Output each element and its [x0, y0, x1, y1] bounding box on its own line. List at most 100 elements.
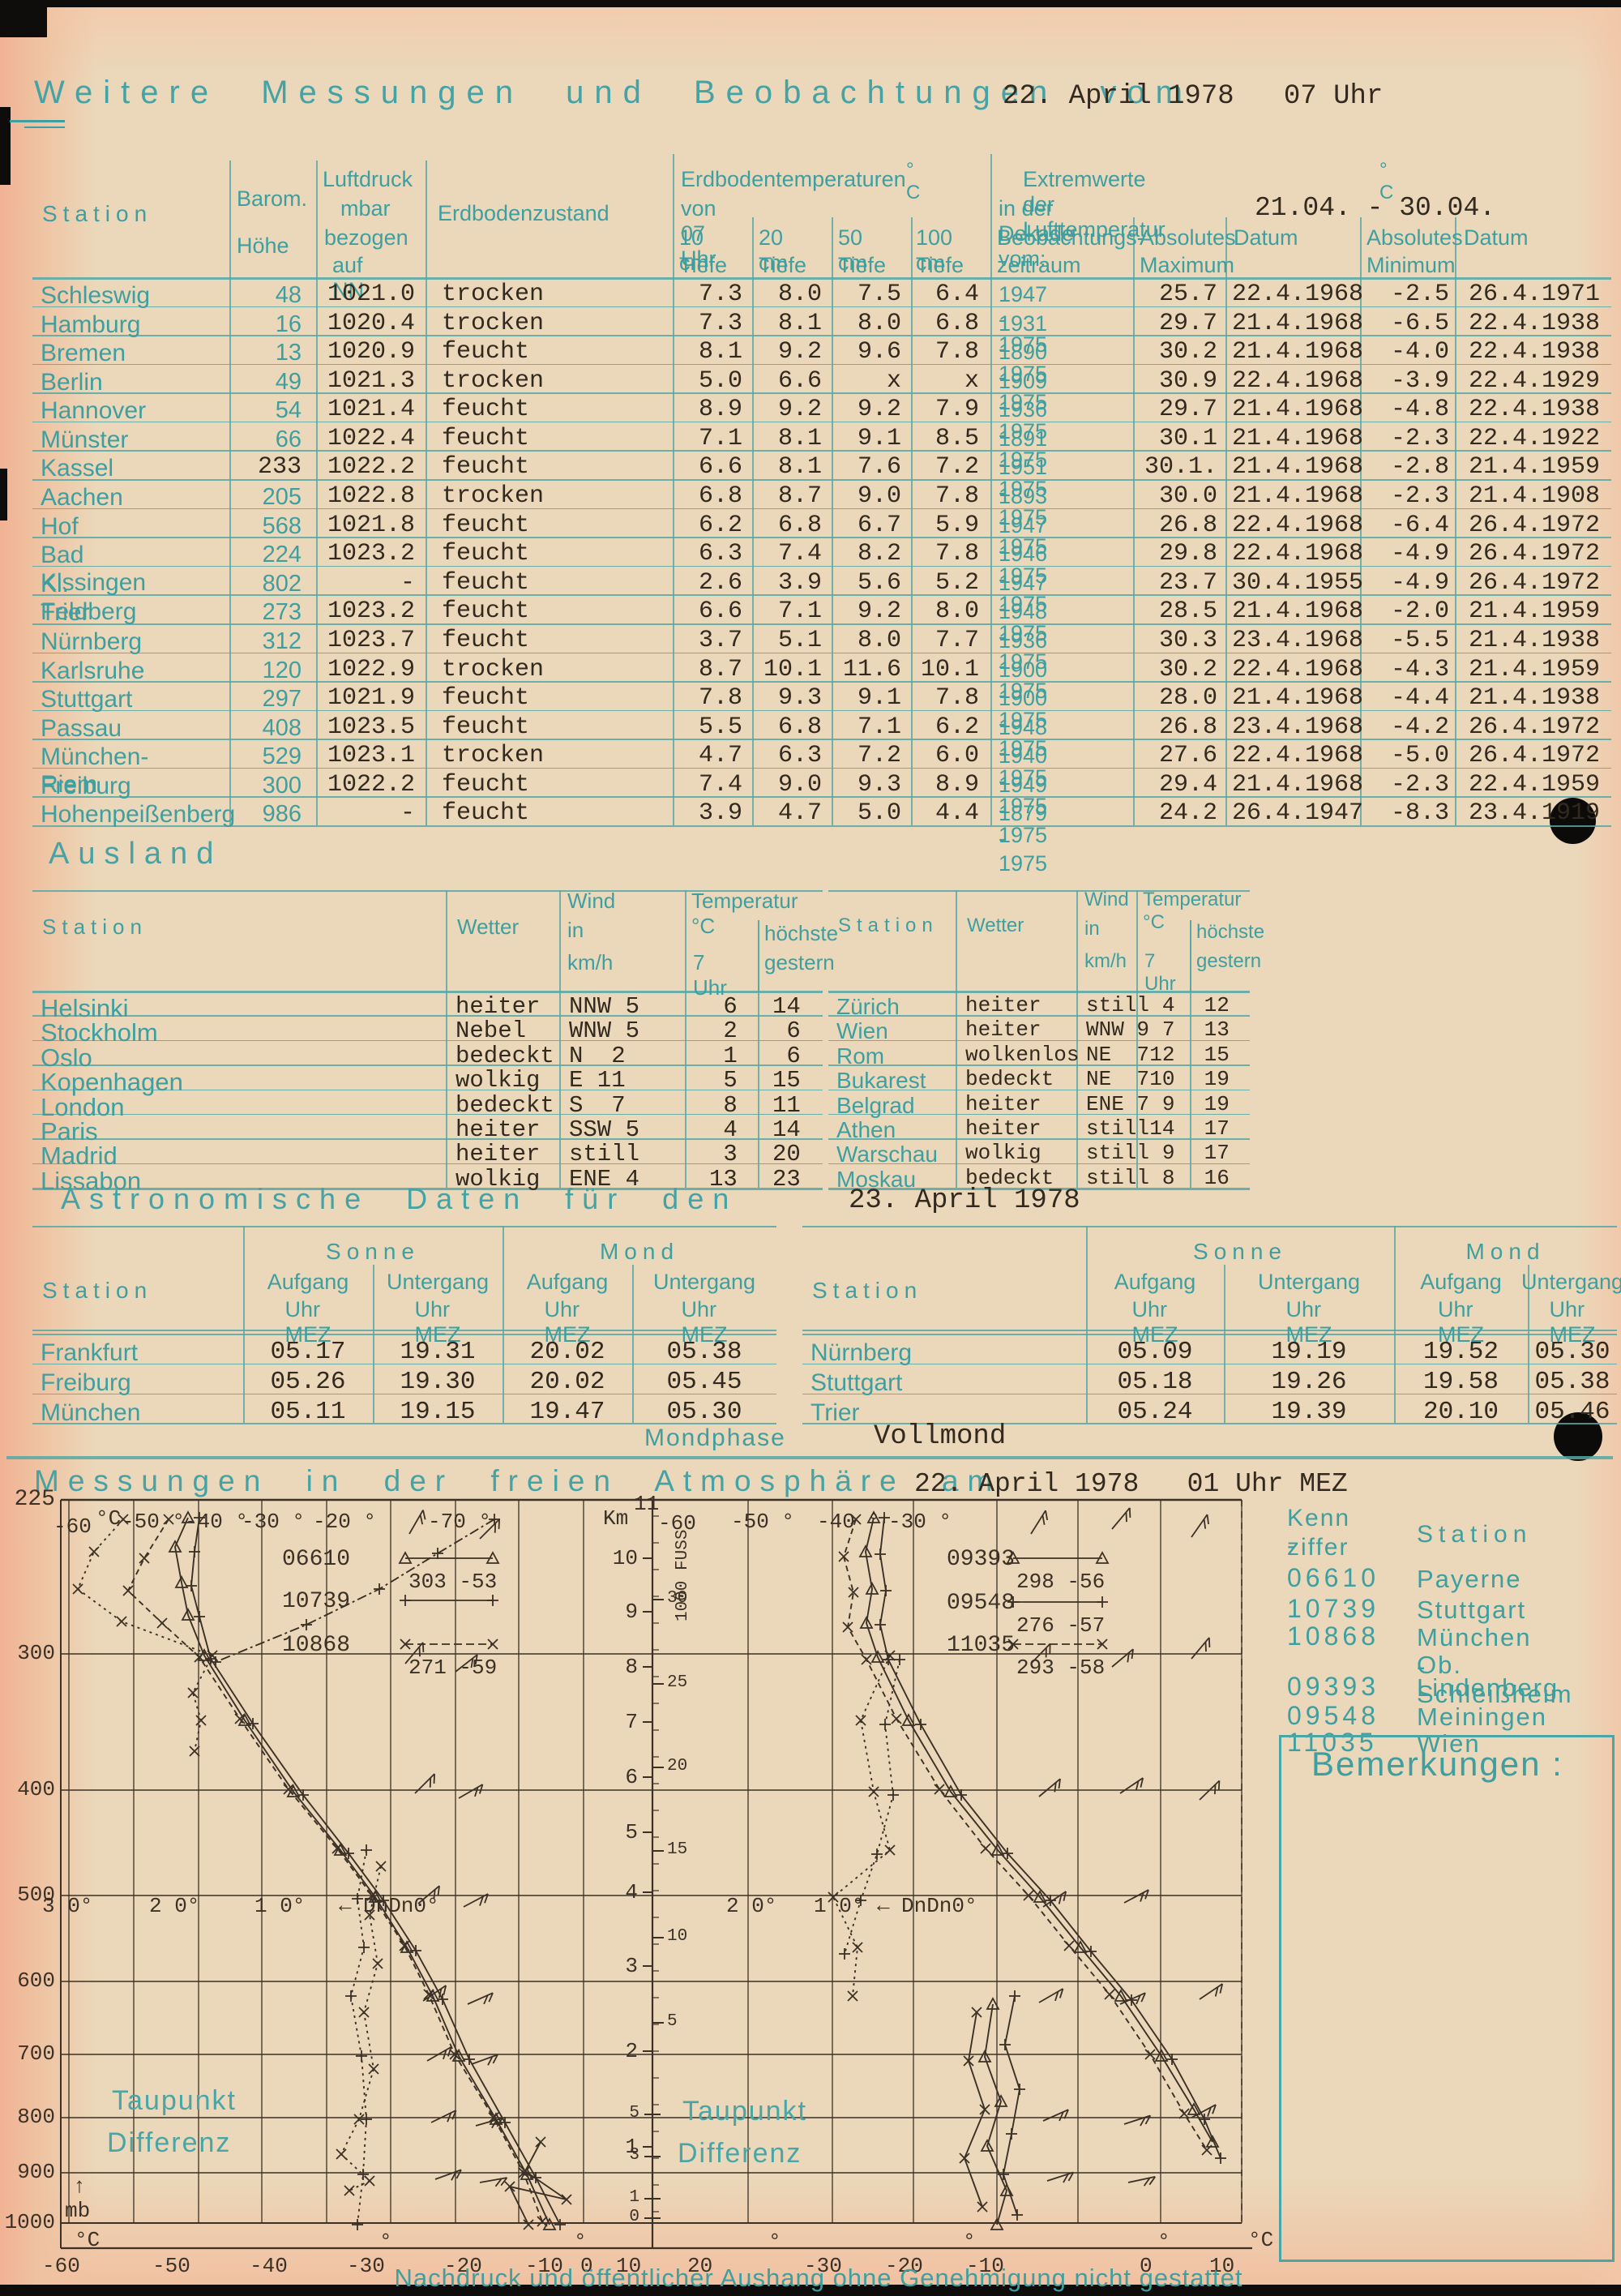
beobachtungszeitraum: 1936 - 1975 — [999, 628, 1048, 703]
erdtemp: 9.0 — [857, 482, 901, 511]
table-rule — [446, 890, 447, 991]
erdtemp: 8.5 — [935, 424, 979, 452]
abs-maximum: 24.2 — [1158, 799, 1217, 828]
table-rule — [32, 508, 1611, 510]
table-rule — [802, 1330, 1617, 1331]
min-datum: 22.4.1959 — [1469, 770, 1601, 799]
table-rule — [1086, 1226, 1088, 1423]
erdbodenzustand: trocken — [442, 309, 545, 337]
table-rule — [32, 450, 1611, 452]
erdtemp: 10.1 — [763, 655, 822, 683]
atmosphere-date: 22. April 1978 01 Uhr MEZ — [914, 1469, 1348, 1499]
table-rule — [828, 991, 1250, 993]
erdbodenzustand: feucht — [442, 453, 530, 482]
axis-label: DnDn0° — [901, 1894, 977, 1918]
luftdruck: 1022.9 — [327, 655, 415, 683]
scan-edge-top — [0, 0, 1621, 7]
erdtemp: 7.8 — [935, 684, 979, 713]
erdtemp: 6.2 — [935, 713, 979, 741]
max-datum: 23.4.1968 — [1232, 713, 1364, 741]
axis-label: °C — [96, 1506, 122, 1531]
abs-maximum: 30.2 — [1158, 338, 1217, 366]
wind: still — [569, 1141, 640, 1168]
col-header-temperatur: Temperatur °C — [1143, 889, 1242, 933]
beobachtungszeitraum: 1948 - 1975 — [999, 714, 1048, 790]
table-rule — [911, 277, 913, 825]
mini-tick: 5 — [629, 2104, 639, 2123]
station-name: Stuttgart — [41, 686, 133, 713]
uhrmez-header: Uhr MEZ — [544, 1297, 591, 1347]
uhrmez-header: Uhr MEZ — [1438, 1297, 1485, 1347]
erdtemp: 9.1 — [857, 424, 901, 452]
table-rule — [32, 739, 1611, 740]
erdbodenzustand: feucht — [442, 568, 530, 597]
luftdruck: 1022.8 — [327, 482, 415, 511]
erdbodenzustand: feucht — [442, 396, 530, 424]
abs-minimum: -2.3 — [1390, 424, 1449, 452]
erdbodenzustand: feucht — [442, 770, 530, 799]
aufgang-untergang-header: Untergang — [1257, 1270, 1361, 1294]
atmosphere-heading: Messungen in der freien Atmosphäre am — [34, 1464, 1002, 1497]
erdtemp: 8.1 — [777, 309, 822, 337]
time-value: 05.26 — [270, 1368, 346, 1396]
col-header-station: Station — [42, 201, 153, 226]
erdbodenzustand: feucht — [442, 424, 530, 452]
column-header: bezogen — [324, 225, 408, 250]
max-datum: 22.4.1968 — [1232, 655, 1364, 683]
scan-edge-corner — [0, 0, 47, 37]
sounding-legend-value: 271 -59 — [408, 1656, 498, 1680]
table-rule — [752, 217, 754, 277]
mond-header: Mond — [599, 1239, 680, 1264]
pressure-label: 1000 — [4, 2210, 55, 2234]
abs-maximum: 27.6 — [1158, 742, 1217, 770]
time-value: 19.47 — [529, 1398, 605, 1426]
table-rule — [1225, 217, 1227, 277]
sounding-legend-code: 09393 — [947, 1547, 1016, 1572]
barom-hoehe: 312 — [262, 628, 302, 654]
wetter: bedeckt — [456, 1042, 554, 1069]
erdtemp: 6.6 — [698, 453, 742, 482]
axis-label: 20 — [687, 2254, 713, 2278]
table-rule — [758, 920, 759, 991]
abs-maximum: 23.7 — [1158, 568, 1217, 597]
col-header-wetter: Wetter — [457, 915, 520, 939]
axis-label: -30 — [347, 2254, 385, 2278]
wind: S 7 — [569, 1091, 626, 1119]
kennziffer-station: Ob. Schleißheim — [1417, 1651, 1573, 1708]
table-rule — [32, 594, 1611, 596]
abs-maximum: 29.4 — [1158, 770, 1217, 799]
table-rule — [32, 1423, 776, 1425]
station-name: Freiburg — [41, 1369, 131, 1396]
registration-mark-2 — [24, 126, 65, 128]
wetter: wolkig — [456, 1165, 541, 1193]
temp-7uhr: 4 — [1161, 993, 1175, 1017]
abs-minimum: -6.5 — [1390, 309, 1449, 337]
beobachtungszeitraum: 1879 - 1975 — [999, 801, 1048, 876]
erdtemp: 5.9 — [935, 511, 979, 539]
erdbodenzustand: trocken — [442, 366, 545, 395]
temp-gestern: 11 — [772, 1091, 801, 1119]
axis-label: Km — [603, 1506, 629, 1531]
table-rule — [1394, 1226, 1396, 1423]
column-header: Barom. — [237, 186, 308, 211]
pressure-label: 500 — [17, 1883, 55, 1907]
min-datum: 22.4.1938 — [1469, 338, 1601, 366]
sounding-legend-value: 298 -56 — [1016, 1570, 1106, 1594]
taupunkt-label: Differenz — [678, 2138, 802, 2169]
temp-gestern: 17 — [1204, 1116, 1230, 1141]
time-value: 05.38 — [1534, 1368, 1610, 1396]
luftdruck: 1021.3 — [327, 366, 415, 395]
axis-label: DnDn0° — [363, 1894, 439, 1918]
table-rule — [32, 890, 823, 893]
column-header: von 07 Uhr — [681, 196, 716, 271]
erdtemp: 6.0 — [935, 742, 979, 770]
beobachtungszeitraum: 1947 - 1975 — [999, 570, 1048, 645]
table-rule — [32, 537, 1611, 538]
time-value: 19.19 — [1271, 1338, 1347, 1366]
kennziffer-station: Stuttgart — [1417, 1596, 1527, 1624]
uhrmez-header: Uhr MEZ — [284, 1297, 331, 1347]
beobachtungszeitraum: 1949 - 1975 — [999, 772, 1048, 847]
barom-hoehe: 300 — [262, 772, 302, 799]
axis-label: -60 — [53, 1514, 92, 1539]
